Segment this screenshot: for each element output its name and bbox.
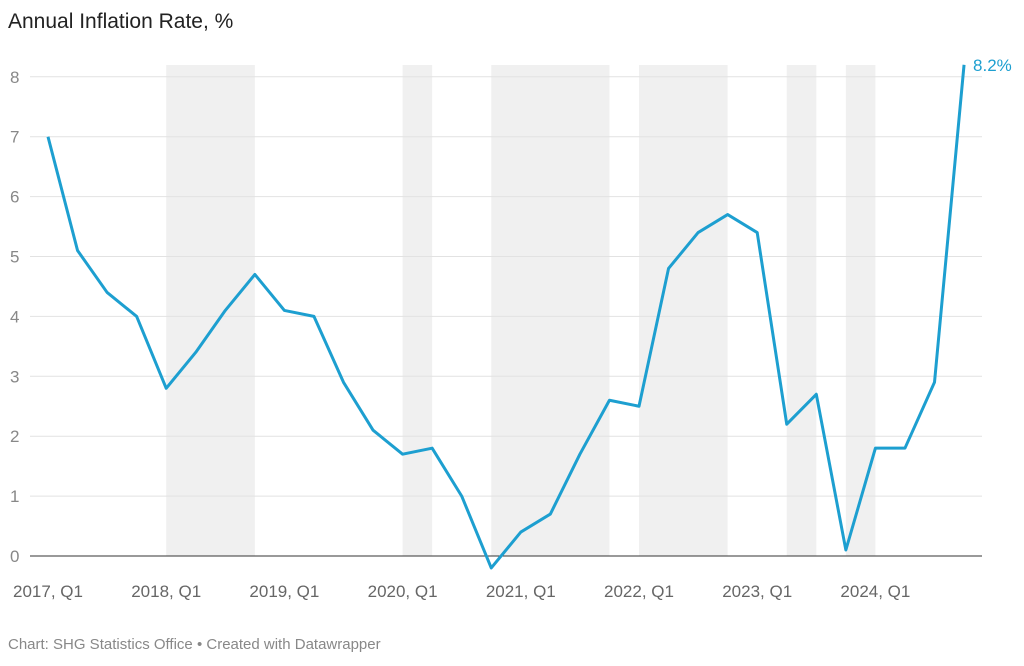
y-tick-label: 4 — [10, 307, 19, 326]
shaded-band — [845, 65, 876, 556]
y-tick-label: 3 — [10, 367, 19, 386]
chart-title: Annual Inflation Rate, % — [8, 10, 234, 33]
shaded-band — [166, 65, 255, 556]
x-tick-label: 2018, Q1 — [131, 582, 201, 601]
x-tick-label: 2023, Q1 — [722, 582, 792, 601]
shaded-band — [786, 65, 817, 556]
y-tick-label: 8 — [10, 68, 19, 87]
end-value-label: 8.2% — [973, 56, 1012, 75]
y-tick-label: 5 — [10, 248, 19, 267]
y-tick-label: 6 — [10, 188, 19, 207]
x-tick-label: 2021, Q1 — [486, 582, 556, 601]
shaded-band — [402, 65, 433, 556]
x-tick-label: 2017, Q1 — [13, 582, 83, 601]
chart-credit: Chart: SHG Statistics Office • Created w… — [8, 636, 381, 653]
series-line — [46, 64, 966, 570]
y-tick-label: 7 — [10, 128, 19, 147]
shaded-band — [491, 65, 610, 556]
y-tick-label: 2 — [10, 427, 19, 446]
x-tick-label: 2024, Q1 — [840, 582, 910, 601]
shaded-band — [639, 65, 728, 556]
x-tick-label: 2019, Q1 — [249, 582, 319, 601]
x-tick-label: 2020, Q1 — [368, 582, 438, 601]
x-tick-label: 2022, Q1 — [604, 582, 674, 601]
y-tick-label: 0 — [10, 547, 19, 566]
y-tick-label: 1 — [10, 487, 19, 506]
